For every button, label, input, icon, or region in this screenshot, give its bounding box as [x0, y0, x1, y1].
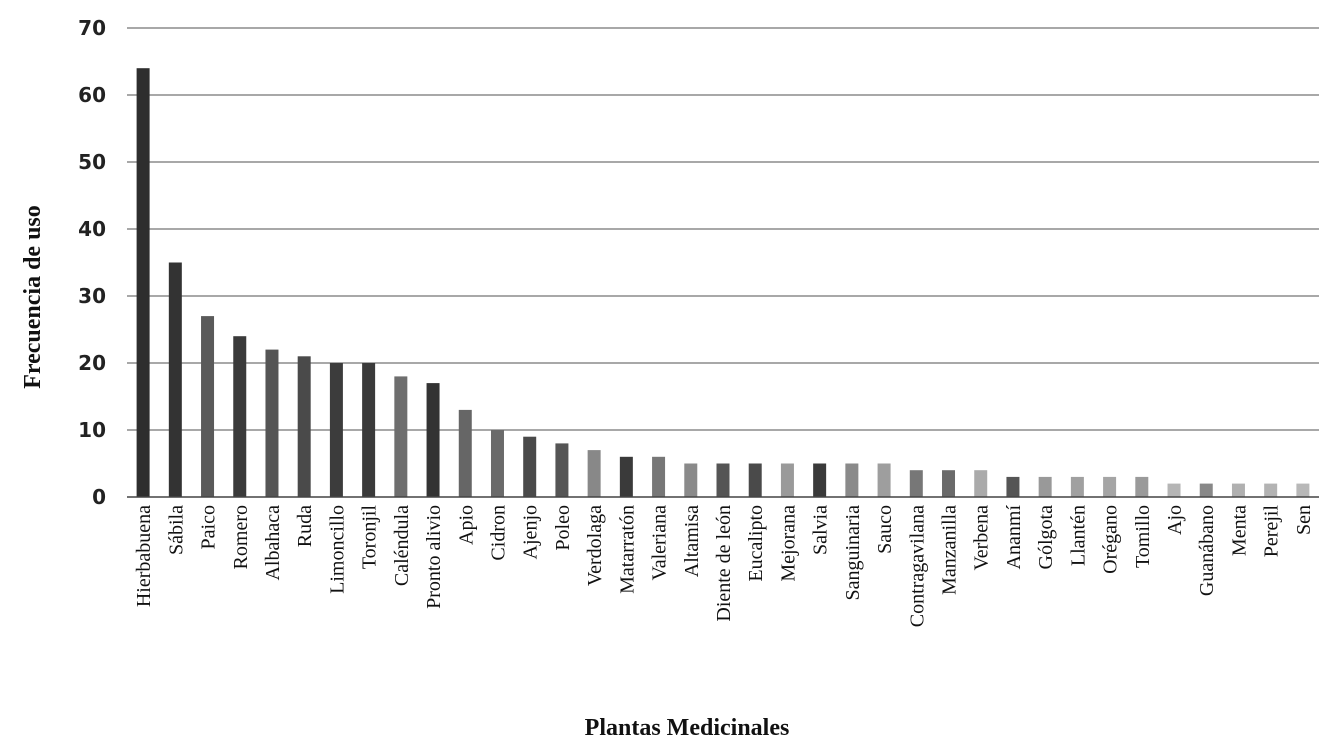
bar-2 [201, 316, 215, 497]
bar-26 [974, 470, 988, 497]
x-tick-label: Salvia [810, 505, 832, 555]
bar-16 [652, 456, 666, 497]
bar-29 [1070, 476, 1084, 497]
x-axis-title: Plantas Medicinales [585, 715, 790, 741]
y-tick-label: 60 [78, 83, 106, 107]
x-tick-label: Ananmí [1003, 505, 1025, 570]
bar-3 [233, 336, 247, 497]
bar-4 [265, 349, 279, 497]
y-tick-label: 10 [78, 418, 106, 442]
x-tick-label: Romero [230, 505, 252, 569]
x-tick-label: Pronto alivio [423, 505, 445, 609]
bar-17 [684, 463, 698, 497]
y-tick-label: 20 [78, 351, 106, 375]
x-tick-label: Ajenjo [520, 505, 542, 559]
bar-0 [136, 68, 150, 497]
x-tick-label: Poleo [552, 505, 574, 551]
bar-15 [619, 456, 633, 497]
x-tick-label: Albahaca [262, 505, 284, 581]
x-tick-label: Ruda [294, 505, 316, 547]
x-tick-label: Eucalipto [745, 505, 767, 582]
bar-32 [1167, 483, 1181, 497]
y-tick-label: 30 [78, 284, 106, 308]
bar-6 [329, 363, 343, 497]
x-tick-label: Verdolaga [584, 505, 606, 586]
bar-9 [426, 383, 440, 497]
x-tick-label: Paico [198, 505, 220, 549]
y-axis-ticks: 0 10 20 30 40 50 60 70 [78, 16, 106, 509]
x-tick-label: Verbena [971, 505, 993, 571]
x-tick-label: Sauco [874, 505, 896, 554]
bar-22 [845, 463, 859, 497]
bar-7 [362, 363, 376, 497]
y-tick-label: 50 [78, 150, 106, 174]
y-tick-label: 40 [78, 217, 106, 241]
x-tick-label: Matarratón [616, 505, 638, 594]
bar-14 [587, 450, 601, 497]
x-axis-labels: Hierbabuena Sábila Paico Romero Albahaca Ruda… [133, 505, 1315, 628]
bar-18 [716, 463, 730, 497]
x-tick-label: Sábila [165, 505, 187, 555]
bar-20 [780, 463, 794, 497]
bar-11 [490, 430, 504, 497]
bar-8 [394, 376, 408, 497]
x-tick-label: Ajo [1164, 505, 1186, 535]
y-tick-label: 70 [78, 16, 106, 40]
bar-1 [168, 262, 182, 497]
x-tick-label: Cidron [487, 505, 509, 561]
bar-35 [1264, 483, 1278, 497]
x-tick-label: Manzanilla [939, 505, 961, 595]
x-tick-label: Contragavilana [906, 505, 928, 627]
x-tick-label: Toronjil [359, 505, 381, 570]
x-tick-label: Apio [455, 505, 477, 545]
bar-31 [1135, 476, 1149, 497]
bar-5 [297, 356, 311, 497]
x-tick-label: Gólgota [1035, 505, 1057, 570]
x-tick-label: Mejorana [777, 505, 799, 582]
bar-12 [523, 436, 537, 497]
bar-34 [1231, 483, 1245, 497]
x-tick-label: Menta [1228, 505, 1250, 556]
x-tick-label: Tomillo [1132, 505, 1154, 568]
bars [136, 68, 1310, 497]
x-tick-label: Valeriana [649, 505, 671, 581]
gridlines [127, 27, 1319, 431]
bar-33 [1199, 483, 1213, 497]
x-tick-label: Guanábano [1196, 505, 1218, 596]
bar-27 [1006, 476, 1020, 497]
y-tick-label: 0 [92, 485, 106, 509]
bar-23 [877, 463, 891, 497]
bar-25 [942, 470, 956, 497]
bar-10 [458, 409, 472, 497]
bar-21 [813, 463, 827, 497]
x-tick-label: Perejil [1261, 505, 1283, 558]
bar-30 [1103, 476, 1117, 497]
x-tick-label: Diente de león [713, 505, 735, 622]
x-tick-label: Limoncillo [326, 505, 348, 594]
bar-24 [909, 470, 923, 497]
x-tick-label: Sanguinaria [842, 505, 864, 601]
x-tick-label: Llantén [1067, 505, 1089, 566]
x-tick-label: Sen [1293, 505, 1315, 535]
x-tick-label: Altamisa [681, 505, 703, 577]
bar-28 [1038, 476, 1052, 497]
x-tick-label: Hierbabuena [133, 505, 155, 607]
x-tick-label: Caléndula [391, 505, 413, 586]
x-tick-label: Orégano [1100, 505, 1122, 574]
bar-19 [748, 463, 762, 497]
bar-36 [1296, 483, 1310, 497]
y-axis-title: Frecuencia de uso [20, 205, 46, 389]
bar-13 [555, 443, 569, 497]
